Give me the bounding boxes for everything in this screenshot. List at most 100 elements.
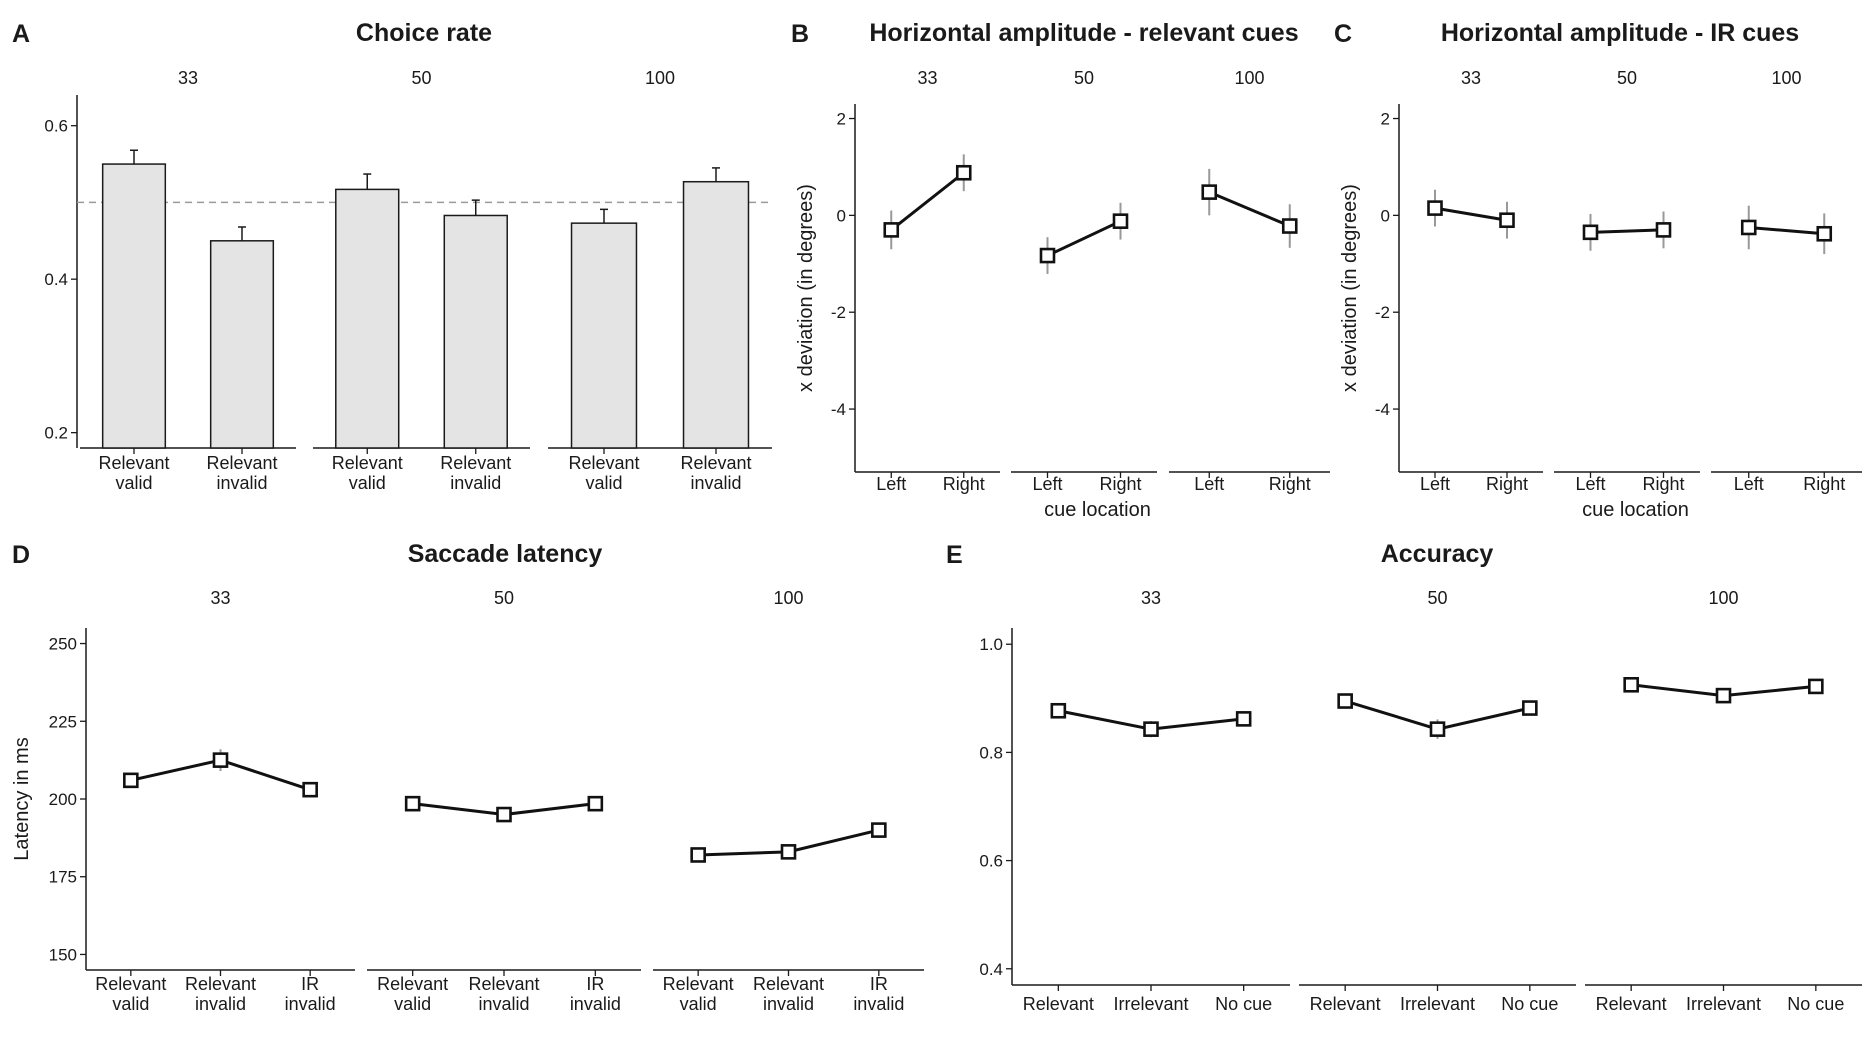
data-point <box>587 795 604 812</box>
x-tick-label: Left <box>1194 474 1224 494</box>
x-tick-label: IR <box>870 974 888 994</box>
data-point <box>1816 225 1833 242</box>
data-point <box>780 844 797 860</box>
data-point <box>1039 247 1056 264</box>
x-tick-label: invalid <box>763 994 814 1014</box>
facet-label: 33 <box>917 68 937 88</box>
data-point <box>1740 219 1757 236</box>
data-point <box>1337 693 1353 709</box>
panel-title-e: Accuracy <box>1381 540 1494 568</box>
y-tick-label: -4 <box>1375 400 1390 419</box>
data-point <box>1499 212 1515 229</box>
x-tick-label: valid <box>112 994 149 1014</box>
x-tick-label: Right <box>1099 474 1141 494</box>
x-tick-label: invalid <box>216 473 267 493</box>
panel-e: E Accuracy 0.4 0.6 0.8 1.0 33 Relevant Irrelevan… <box>946 540 1862 1014</box>
y-tick-label: 0.6 <box>44 117 68 136</box>
bar <box>335 188 400 449</box>
x-tick-label: invalid <box>690 473 741 493</box>
facet-label: 100 <box>1234 68 1264 88</box>
y-tick-label: 2 <box>837 110 846 129</box>
x-tick-label: valid <box>585 473 622 493</box>
y-axis-label: x deviation (in degrees) <box>795 184 817 392</box>
x-tick-label: invalid <box>450 473 501 493</box>
data-point <box>212 752 229 768</box>
y-axis-label: x deviation (in degrees) <box>1339 184 1361 392</box>
facet-e-33: 33 Relevant Irrelevant No cue <box>1012 588 1290 1014</box>
x-tick-label: Right <box>1269 474 1311 494</box>
x-tick-label: invalid <box>570 994 621 1014</box>
x-tick-label: Relevant <box>332 453 403 473</box>
x-tick-label: Irrelevant <box>1686 994 1761 1014</box>
data-point <box>871 822 887 838</box>
data-point <box>1143 721 1159 737</box>
x-tick-label: Relevant <box>1023 994 1094 1014</box>
x-tick-label: No cue <box>1501 994 1558 1014</box>
panel-title-d: Saccade latency <box>408 540 603 568</box>
x-tick-label: invalid <box>195 994 246 1014</box>
x-tick-label: invalid <box>478 994 529 1014</box>
facet-label: 50 <box>411 68 431 88</box>
data-point <box>1808 678 1824 695</box>
x-tick-label: IR <box>586 974 604 994</box>
facet-label: 33 <box>1141 588 1161 608</box>
facet-label: 33 <box>178 68 198 88</box>
panel-label-d: D <box>12 541 30 569</box>
x-tick-label: valid <box>680 994 717 1014</box>
y-tick-label: 200 <box>49 790 77 809</box>
y-tick-label: 0.2 <box>44 424 68 443</box>
facet-label: 100 <box>1771 68 1801 88</box>
bar <box>570 222 638 449</box>
data-point <box>1201 184 1218 200</box>
facet-e-100: 100 Relevant Irrelevant No cue <box>1585 588 1862 1014</box>
x-tick-label: Relevant <box>1596 994 1667 1014</box>
series-line <box>1208 190 1291 228</box>
data-point <box>1050 702 1067 719</box>
x-tick-label: Relevant <box>663 974 734 994</box>
x-tick-label: Relevant <box>1310 994 1381 1014</box>
y-tick-label: 0.4 <box>979 960 1003 979</box>
facet-label: 33 <box>1461 68 1481 88</box>
data-point <box>496 806 512 823</box>
facet-label: 50 <box>1074 68 1094 88</box>
data-point <box>1112 213 1129 229</box>
panel-a: A Choice rate0.20.40.633RelevantvalidRele… <box>12 19 772 493</box>
facet-label: 50 <box>494 588 514 608</box>
y-tick-label: -2 <box>831 303 846 322</box>
y-tick-label: 225 <box>49 712 77 731</box>
series-line <box>890 171 965 232</box>
panel-label-a: A <box>12 20 30 48</box>
y-tick-label: 0.4 <box>44 270 68 289</box>
series-line <box>1748 225 1825 236</box>
panel-b: B Horizontal amplitude - relevant cues -4 -… <box>791 19 1330 521</box>
x-tick-label: valid <box>394 994 431 1014</box>
data-point <box>1235 711 1252 727</box>
x-tick-label: Right <box>1642 474 1684 494</box>
x-tick-label: Left <box>1575 474 1605 494</box>
facet-b-100: 100 Left Right <box>1169 68 1330 494</box>
facet-c-100: 100 Left Right <box>1711 68 1862 494</box>
y-tick-label: 250 <box>49 635 77 654</box>
bar <box>209 240 275 449</box>
data-point <box>883 222 900 238</box>
facet-label: 50 <box>1427 588 1447 608</box>
facet-c-33: 33 Left Right <box>1399 68 1543 494</box>
x-axis-label: cue location <box>1044 499 1151 521</box>
data-point <box>690 847 706 863</box>
panel-label-e: E <box>946 541 963 569</box>
data-point <box>1623 676 1639 693</box>
y-tick-label: 0.8 <box>979 743 1003 762</box>
x-tick-label: invalid <box>285 994 336 1014</box>
y-tick-label: 0 <box>1381 206 1390 225</box>
x-tick-label: valid <box>115 473 152 493</box>
facet-label: 100 <box>645 68 675 88</box>
facet-b-33: 33 Left Right <box>855 68 1000 494</box>
facet-label: 33 <box>210 588 230 608</box>
data-point <box>955 164 972 181</box>
